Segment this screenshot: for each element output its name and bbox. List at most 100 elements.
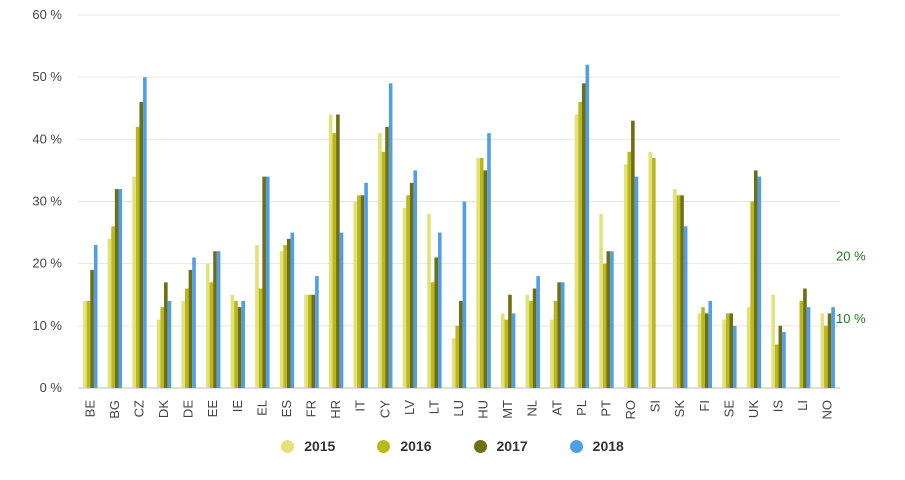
x-tick-label-NO: NO: [820, 400, 835, 420]
bar-2015-DK: [156, 319, 161, 388]
y-tick-label: 10 %: [32, 318, 62, 333]
x-tick-label-PT: PT: [598, 400, 613, 417]
x-tick-label-MT: MT: [500, 400, 515, 419]
bar-2018-LI: [806, 307, 811, 388]
bar-2018-LT: [438, 232, 442, 388]
bar-2017-AT: [557, 282, 561, 388]
x-tick-label-UK: UK: [746, 400, 761, 418]
bar-2017-LU: [459, 300, 463, 388]
bar-2017-LI: [803, 288, 807, 388]
bar-2018-LU: [462, 201, 467, 388]
bar-2016-PL: [578, 102, 582, 389]
x-tick-label-IS: IS: [771, 400, 786, 413]
bar-2018-NL: [536, 276, 540, 388]
y-tick-label: 40 %: [32, 131, 62, 146]
bar-2018-IE: [241, 300, 245, 388]
y-tick-label: 30 %: [32, 194, 62, 209]
bar-2017-PT: [606, 251, 611, 388]
x-tick-label-DK: DK: [156, 400, 171, 418]
bar-2015-AT: [550, 319, 554, 388]
bar-2015-MT: [500, 313, 505, 388]
x-tick-label-DE: DE: [181, 400, 196, 418]
bar-2017-IS: [778, 325, 783, 388]
bar-2018-DK: [167, 300, 172, 388]
bar-2015-NL: [525, 294, 530, 388]
bar-2016-SK: [676, 195, 681, 388]
bar-2018-BG: [118, 189, 123, 388]
bar-2017-LV: [409, 182, 414, 388]
x-tick-label-CY: CY: [377, 400, 392, 418]
x-tick-label-AT: AT: [549, 400, 564, 416]
bar-2017-DK: [164, 282, 168, 388]
bar-2017-RO: [631, 120, 635, 388]
bar-2015-ES: [279, 251, 284, 388]
annotation-label: 20 %: [836, 249, 866, 264]
bar-2018-PL: [585, 64, 590, 388]
bar-2015-LT: [427, 213, 431, 388]
annotations: 20 % 10 %: [836, 249, 866, 326]
bar-2016-EL: [258, 288, 263, 388]
bar-2018-IS: [782, 332, 786, 388]
bar-2017-IT: [360, 195, 365, 388]
bar-2016-HU: [479, 157, 484, 388]
bar-2017-CY: [385, 126, 389, 389]
bar-2015-FI: [697, 313, 702, 388]
bar-2016-HR: [332, 133, 337, 388]
bar-2017-CZ: [139, 102, 144, 389]
bar-2015-EE: [205, 263, 210, 388]
bar-2016-DE: [185, 288, 189, 388]
bar-2015-BG: [107, 238, 112, 388]
bar-2015-FR: [304, 294, 308, 388]
bar-2017-UK: [753, 170, 758, 388]
bar-2015-IS: [771, 294, 775, 388]
bar-2018-BE: [93, 245, 98, 388]
annotation-label: 10 %: [836, 311, 866, 326]
x-tick-label-LV: LV: [402, 400, 417, 415]
bar-2016-UK: [750, 201, 754, 388]
bar-2015-BE: [83, 300, 87, 388]
bar-2015-PT: [599, 213, 603, 388]
x-tick-label-IE: IE: [230, 400, 245, 413]
y-tick-label: 50 %: [32, 69, 62, 84]
bar-2017-HR: [336, 114, 340, 388]
bar-2015-UK: [746, 307, 751, 388]
bar-2017-BE: [90, 269, 94, 388]
bar-2016-LT: [430, 282, 435, 388]
bar-2016-BG: [111, 226, 115, 388]
bar-2018-CY: [388, 83, 393, 388]
legend-swatch: [473, 439, 487, 453]
bar-2015-NO: [820, 313, 825, 388]
bars: [83, 64, 835, 389]
bar-2016-SE: [725, 313, 730, 388]
legend-label: 2015: [304, 438, 336, 454]
bar-2018-AT: [560, 282, 565, 388]
x-tick-label-FI: FI: [697, 400, 712, 412]
bar-2016-MT: [504, 319, 509, 388]
x-tick-label-ES: ES: [279, 400, 294, 418]
bar-2016-LI: [799, 300, 804, 388]
bar-2018-CZ: [143, 77, 147, 389]
bar-2016-FR: [307, 294, 312, 388]
bar-2016-NL: [529, 300, 533, 388]
legend-item-2018: 2018: [569, 438, 624, 454]
legend-swatch: [569, 439, 583, 453]
x-tick-label-LU: LU: [451, 400, 466, 417]
bar-2016-RO: [627, 151, 632, 388]
bar-2015-SE: [722, 319, 726, 388]
bar-2017-MT: [508, 294, 512, 388]
bar-2018-DE: [192, 257, 196, 388]
bar-2016-NO: [824, 325, 828, 388]
y-tick-label: 60 %: [32, 7, 62, 22]
bar-2016-BE: [86, 300, 91, 388]
bar-2018-SK: [683, 226, 688, 388]
bar-2017-DE: [188, 269, 193, 388]
bar-2017-NO: [827, 313, 832, 388]
bar-2017-IE: [237, 307, 242, 388]
x-tick-label-LI: LI: [795, 400, 810, 411]
y-axis: 0 % 10 % 20 % 30 % 40 % 50 % 60 %: [32, 7, 62, 395]
bar-2016-LU: [455, 325, 459, 388]
bar-2017-BG: [114, 189, 119, 388]
bar-2015-LU: [451, 338, 456, 388]
bar-2016-FI: [701, 307, 705, 388]
